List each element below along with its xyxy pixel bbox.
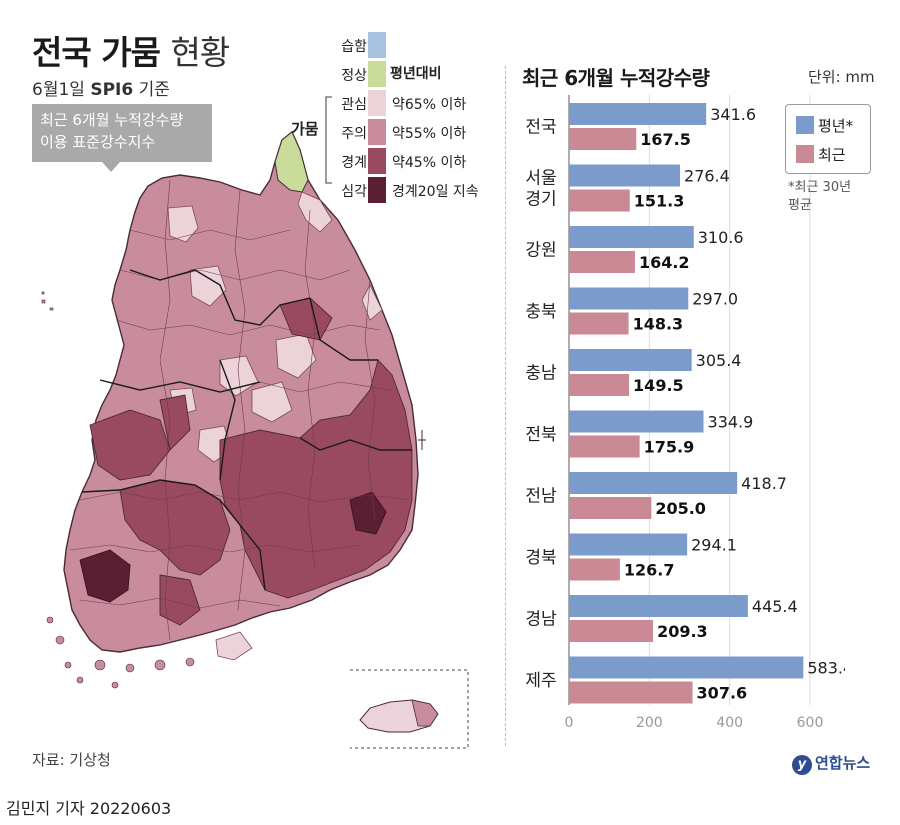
source-text: 자료: 기상청: [32, 751, 111, 769]
bar-recent: [569, 681, 693, 704]
bar-recent: [569, 189, 630, 212]
bar-label-recent: 167.5: [640, 130, 691, 149]
bar-average: [569, 656, 804, 679]
bar-label-average: 276.4: [684, 167, 730, 186]
index-note-box: 최근 6개월 누적강수량 이용 표준강수지수: [32, 104, 212, 172]
bar-label-recent: 175.9: [644, 438, 695, 457]
bar-label-recent: 205.0: [655, 499, 706, 518]
credit-text: 김민지 기자 20220603: [6, 799, 172, 818]
logo-mark-icon: y: [792, 755, 812, 775]
legend-header: 평년대비: [390, 66, 442, 82]
legend-level-label: 경계: [341, 155, 367, 171]
bar-average: [569, 164, 681, 187]
category-label: 서울: [525, 169, 556, 189]
bar-label-recent: 148.3: [633, 315, 684, 334]
drought-group-label: 가뭄: [291, 120, 319, 138]
jeju-inset-frame: [350, 669, 469, 749]
legend-level-label: 심각: [341, 184, 367, 200]
bar-label-average: 418.7: [741, 474, 787, 493]
bar-label-average: 297.0: [692, 290, 738, 309]
drought-map: [41, 130, 469, 749]
yonhap-logo: y 연합뉴스: [792, 752, 870, 775]
category-label: 경기: [525, 190, 556, 210]
bar-label-average: 334.9: [708, 413, 754, 432]
page-subtitle: 6월1일 SPI6 기준: [32, 80, 170, 100]
bar-average: [569, 410, 704, 433]
category-label: 전북: [525, 425, 556, 445]
chart-footnote: *최근 30년 평균: [788, 180, 852, 213]
x-tick-label: 200: [636, 715, 663, 731]
legend-level-swatch: [368, 177, 386, 203]
panel-divider: [505, 66, 507, 746]
legend-level-swatch: [368, 90, 386, 116]
bar-recent: [569, 620, 654, 642]
chart-title: 최근 6개월 누적강수량: [522, 66, 710, 90]
legend-swatch-recent: [796, 145, 814, 163]
legend-item-avg: 평년*: [796, 115, 853, 136]
x-tick-label: 0: [565, 715, 574, 731]
jeju-east: [411, 699, 439, 727]
category-label: 충북: [525, 302, 556, 322]
bar-label-recent: 151.3: [634, 192, 685, 211]
bar-average: [569, 595, 748, 617]
bar-label-recent: 307.6: [697, 684, 748, 703]
bar-recent: [569, 128, 637, 150]
category-label: 강원: [525, 241, 556, 261]
bar-recent: [569, 435, 640, 458]
bar-label-recent: 164.2: [639, 253, 690, 272]
page-title: 전국 가뭄 현황: [32, 33, 230, 72]
bar-label-average: 310.6: [698, 228, 744, 247]
category-label: 전국: [525, 118, 556, 138]
bar-label-recent: 126.7: [624, 561, 675, 580]
province-boundaries: [81, 269, 412, 591]
regions-serious: [79, 491, 387, 603]
legend-item-recent: 최근: [796, 144, 846, 165]
bar-label-average: 445.4: [752, 597, 798, 616]
category-label: 충남: [525, 364, 557, 384]
legend-level-desc: 약55% 이하: [392, 126, 467, 142]
bar-average: [569, 103, 707, 125]
category-label: 경남: [525, 610, 557, 630]
legend-level-swatch: [368, 32, 386, 58]
bar-label-recent: 209.3: [657, 622, 708, 641]
bar-average: [569, 533, 688, 556]
bar-average: [569, 349, 692, 371]
bar-recent: [569, 558, 620, 581]
drought-bracket: [325, 96, 332, 184]
bar-label-average: 583.4: [807, 659, 845, 678]
category-label: 전남: [525, 487, 557, 507]
legend-swatch-avg: [796, 116, 814, 134]
x-tick-label: 400: [716, 715, 743, 731]
legend-level-label: 관심: [341, 97, 367, 113]
west-islands: [41, 291, 195, 689]
legend-level-swatch: [368, 61, 386, 87]
legend-level-label: 주의: [341, 126, 367, 142]
category-label: 제주: [525, 671, 556, 691]
bar-label-average: 341.6: [710, 105, 756, 124]
legend-level-desc: 약65% 이하: [392, 97, 467, 113]
bar-recent: [569, 497, 652, 519]
bar-recent: [569, 251, 635, 273]
bar-average: [569, 472, 738, 494]
bar-label-average: 305.4: [696, 351, 742, 370]
legend-level-label: 습함: [341, 39, 367, 55]
bar-recent: [569, 374, 630, 396]
legend-level-desc: 경계20일 지속: [392, 184, 479, 200]
legend-level-label: 정상: [341, 68, 367, 84]
category-label: 경북: [525, 548, 556, 568]
bar-label-recent: 149.5: [633, 376, 684, 395]
chart-unit: 단위: mm: [808, 68, 875, 86]
legend-level-swatch: [368, 119, 386, 145]
bar-label-average: 294.1: [691, 536, 737, 555]
x-tick-label: 600: [797, 715, 824, 731]
dokdo-marker: [418, 430, 426, 450]
legend-level-desc: 약45% 이하: [392, 155, 467, 171]
bar-average: [569, 287, 689, 310]
bar-recent: [569, 312, 629, 335]
legend-level-swatch: [368, 148, 386, 174]
regions-warning: [89, 297, 413, 626]
chart-legend: 평년* 최근: [785, 104, 871, 174]
bar-average: [569, 226, 694, 248]
